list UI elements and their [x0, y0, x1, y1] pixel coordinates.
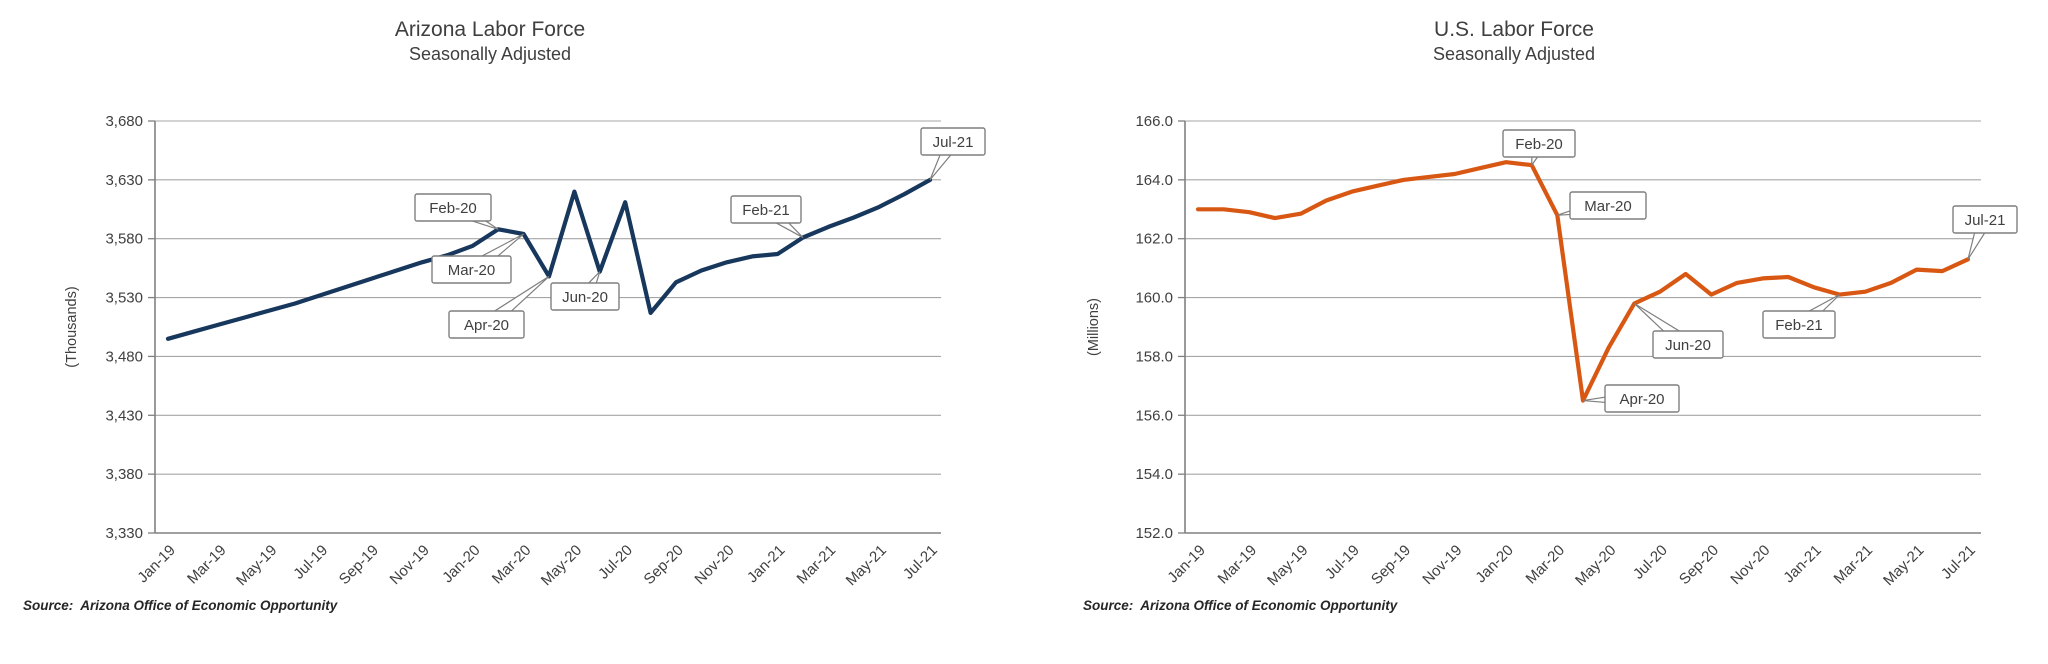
callout-label: Feb-20 [1515, 136, 1563, 153]
callout-box [1604, 384, 1680, 413]
y-tick-label: 160.0 [1135, 290, 1173, 307]
y-tick-label: 3,580 [105, 231, 143, 248]
arizona-labor-force-panel: Arizona Labor Force Seasonally Adjusted … [23, 18, 986, 613]
x-tick-label: Mar-21 [1831, 542, 1877, 588]
x-tick-label: Jul-20 [595, 542, 636, 583]
y-tick-label: 3,680 [105, 113, 143, 130]
callout-label: Jul-21 [933, 134, 974, 151]
x-tick-label: Sep-20 [641, 542, 687, 588]
x-tick-label: Mar-20 [1523, 542, 1569, 588]
callout-label: Feb-21 [1775, 317, 1823, 334]
y-tick-label: 156.0 [1135, 407, 1173, 424]
callout-label: Jun-20 [1665, 337, 1711, 354]
y-tick-label: 3,480 [105, 348, 143, 365]
chart-subtitle-arizona: Seasonally Adjusted [408, 44, 572, 64]
callout-box [920, 127, 986, 156]
x-tick-label: May-19 [233, 542, 280, 589]
callout-box [1762, 310, 1836, 339]
x-tick-label: May-20 [538, 542, 585, 589]
series-line [165, 177, 933, 341]
chart-title-arizona: Arizona Labor Force [394, 18, 586, 41]
x-tick-label: Jan-20 [1472, 542, 1516, 586]
x-tick-label: Jan-21 [744, 542, 788, 586]
y-tick-label: 164.0 [1135, 172, 1173, 189]
y-tick-label: 158.0 [1135, 348, 1173, 365]
callout-box [550, 282, 620, 311]
y-tick-label: 3,330 [105, 525, 143, 542]
y-tick-label: 152.0 [1135, 525, 1173, 542]
y-tick-label: 3,430 [105, 407, 143, 424]
callout-box [431, 255, 512, 284]
x-tick-label: Mar-21 [794, 542, 840, 588]
x-tick-label: Jul-19 [290, 542, 331, 583]
callout-box [448, 310, 525, 339]
y-tick-label: 162.0 [1135, 231, 1173, 248]
x-tick-label: May-21 [843, 542, 890, 589]
x-tick-label: Jul-20 [1630, 542, 1671, 583]
x-tick-label: Nov-19 [1419, 542, 1465, 588]
y-tick-label: 3,630 [105, 172, 143, 189]
callout-label: Jul-21 [1965, 212, 2006, 229]
x-tick-label: Jan-19 [134, 542, 178, 586]
callout-label: Feb-21 [742, 202, 790, 219]
x-tick-label: Sep-19 [1368, 542, 1414, 588]
us-chart-plot: 166.0 164.0 162.0 160.0 158.0 156.0 154.0 152.0… [1135, 113, 2018, 589]
callout-box [414, 193, 492, 222]
x-tick-label: Jul-21 [900, 542, 941, 583]
callout-label: Apr-20 [464, 317, 509, 334]
x-tick-label: Jul-21 [1938, 542, 1979, 583]
x-tick-label: Jan-19 [1164, 542, 1208, 586]
x-tick-label: May-21 [1880, 542, 1927, 589]
x-tick-label: Sep-20 [1676, 542, 1722, 588]
x-tick-label: Mar-19 [1215, 542, 1261, 588]
callout-label: Jun-20 [562, 289, 608, 306]
callout-box [730, 195, 802, 224]
y-tick-label: 3,380 [105, 466, 143, 483]
callout-label: Feb-20 [429, 200, 477, 217]
callout-box [1952, 205, 2018, 234]
x-tick-label: Mar-19 [184, 542, 230, 588]
y-tick-label: 154.0 [1135, 466, 1173, 483]
x-tick-label: Jan-20 [439, 542, 483, 586]
x-tick-label: Nov-20 [691, 542, 737, 588]
x-tick-label: Nov-20 [1727, 542, 1773, 588]
source-note: Source: Arizona Office of Economic Oppor… [23, 598, 338, 613]
callout-label: Mar-20 [1584, 198, 1632, 215]
source-note: Source: Arizona Office of Economic Oppor… [1083, 598, 1398, 613]
x-tick-label: Jan-21 [1780, 542, 1824, 586]
chart-subtitle-us: Seasonally Adjusted [1432, 44, 1596, 64]
x-tick-label: May-20 [1572, 542, 1619, 589]
us-labor-force-panel: U.S. Labor Force Seasonally Adjusted (Mi… [1024, 0, 2048, 664]
x-tick-label: Nov-19 [387, 542, 433, 588]
callout-box [1569, 191, 1647, 220]
arizona-chart-plot: 3,680 3,630 3,580 3,530 3,480 3,430 3,380 3,330… [105, 113, 986, 589]
callout-box [1502, 129, 1576, 158]
x-tick-label: Mar-20 [489, 542, 535, 588]
callout-box [1652, 330, 1724, 359]
callout-label: Apr-20 [1619, 391, 1664, 408]
callout-label: Mar-20 [448, 262, 496, 279]
x-tick-label: Jul-19 [1322, 542, 1363, 583]
x-tick-label: May-19 [1264, 542, 1311, 589]
chart-title-us: U.S. Labor Force [1434, 18, 1594, 41]
x-tick-label: Sep-19 [336, 542, 382, 588]
y-tick-label: 3,530 [105, 290, 143, 307]
y-tick-label: 166.0 [1135, 113, 1173, 130]
